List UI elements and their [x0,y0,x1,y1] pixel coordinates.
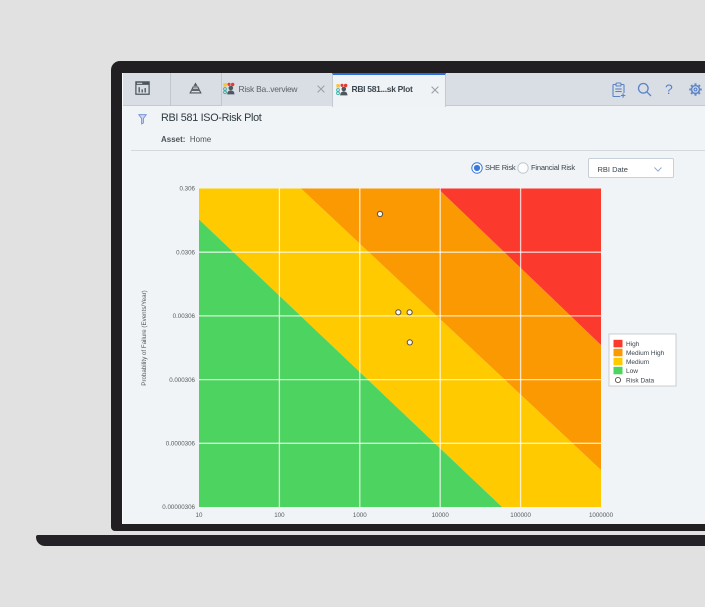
svg-text:0.00306: 0.00306 [173,313,196,320]
svg-text:Probability of Failure (Events: Probability of Failure (Events/Year) [141,290,148,385]
svg-text:100000: 100000 [510,512,531,519]
svg-text:High: High [626,341,640,348]
svg-text:1000: 1000 [353,512,367,519]
svg-text:Medium: Medium [626,359,649,366]
svg-text:0.00000306: 0.00000306 [162,504,195,511]
svg-text:0.0306: 0.0306 [176,249,195,256]
svg-text:10: 10 [196,512,203,519]
svg-text:0.0000306: 0.0000306 [166,441,196,448]
svg-text:Risk Data: Risk Data [626,377,655,384]
svg-text:0.000306: 0.000306 [169,377,195,384]
svg-text:10000: 10000 [432,512,450,519]
svg-text:0.306: 0.306 [180,186,196,193]
svg-text:Low: Low [626,368,638,375]
svg-text:Medium High: Medium High [626,350,665,357]
svg-text:1000000: 1000000 [589,512,614,519]
svg-text:100: 100 [274,512,285,519]
